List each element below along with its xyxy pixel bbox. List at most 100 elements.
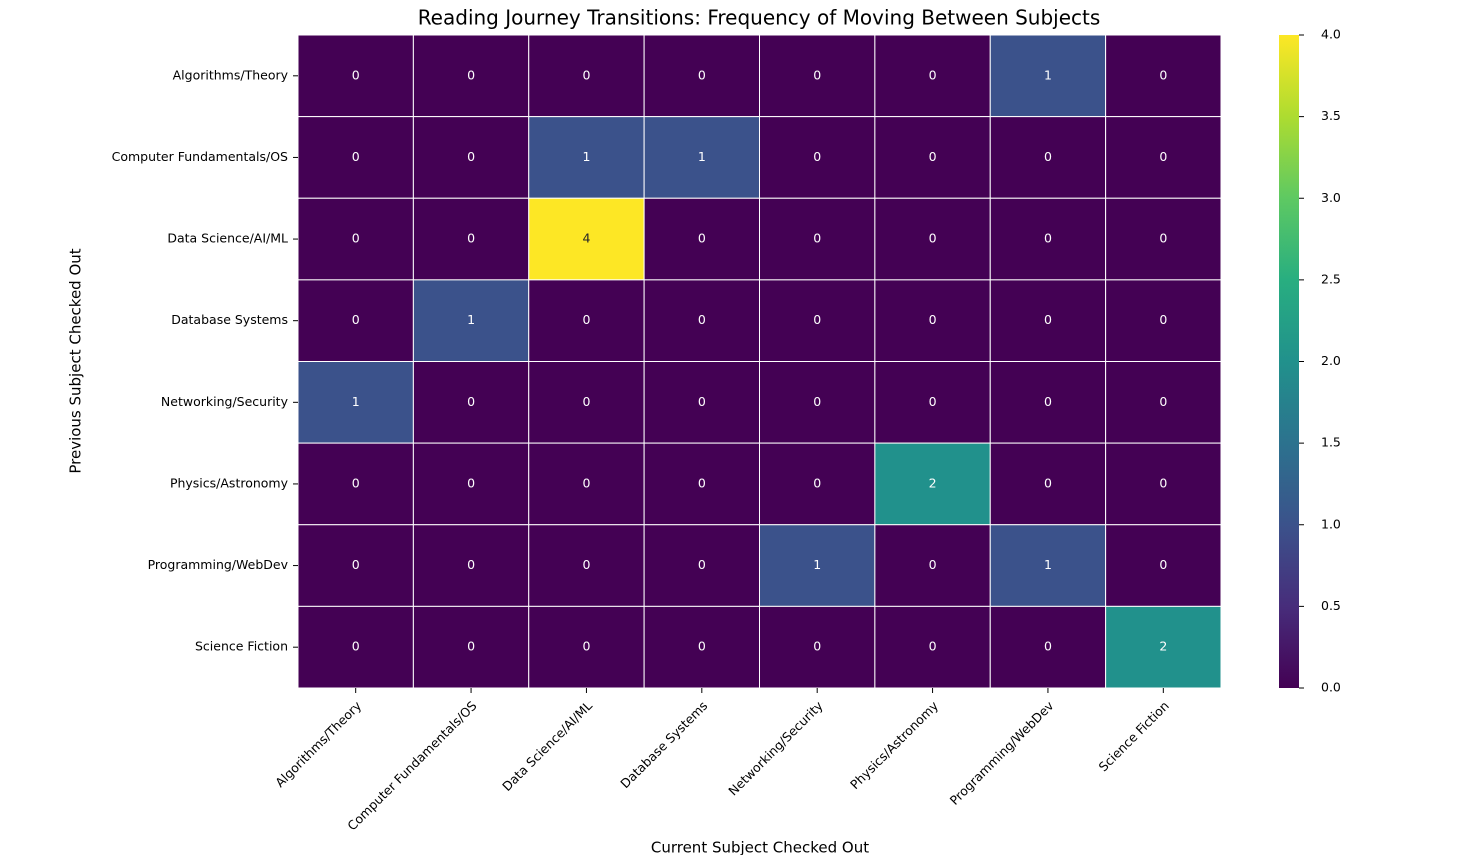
cell: [989, 442, 1107, 526]
y-tick-label: Networking/Security: [161, 394, 289, 409]
cell-label: 1: [352, 394, 360, 409]
cell-label: 0: [929, 394, 937, 409]
colorbar-tick-label: 3.5: [1321, 108, 1341, 123]
cell: [1105, 605, 1222, 689]
cell-label: 0: [1044, 231, 1052, 246]
cell: [1105, 361, 1222, 444]
cell: [528, 34, 645, 118]
cell-label: 0: [813, 639, 821, 654]
cell-label: 0: [1044, 394, 1052, 409]
cell-label: 0: [582, 639, 590, 654]
cell: [412, 116, 530, 199]
cell-label: 0: [813, 475, 821, 490]
cell: [874, 361, 991, 444]
cell-label: 0: [467, 231, 475, 246]
cell-label: 0: [1044, 312, 1052, 327]
cell: [759, 34, 876, 118]
cell-label: 0: [352, 67, 360, 82]
cell: [528, 524, 645, 607]
x-axis-label: Current Subject Checked Out: [651, 839, 869, 855]
cell-label: 0: [698, 312, 706, 327]
cell-label: 0: [467, 475, 475, 490]
cell-label: 0: [698, 67, 706, 82]
cell-label: 0: [698, 394, 706, 409]
cell: [989, 361, 1107, 444]
cell: [1105, 197, 1222, 281]
cell-label: 0: [352, 639, 360, 654]
cell-label: 0: [929, 312, 937, 327]
cell: [759, 197, 876, 281]
cell: [989, 524, 1107, 607]
cell-label: 0: [467, 557, 475, 572]
cell-label: 0: [1159, 149, 1167, 164]
cell: [989, 116, 1107, 199]
cell: [528, 361, 645, 444]
y-tick-label: Data Science/AI/ML: [167, 231, 288, 246]
cell-label: 0: [698, 475, 706, 490]
cell-label: 1: [467, 312, 475, 327]
colorbar-tick-label: 4.0: [1321, 27, 1341, 42]
cell-label: 0: [467, 639, 475, 654]
x-tick-label: Physics/Astronomy: [847, 698, 942, 793]
cell-label: 0: [698, 639, 706, 654]
cell-label: 0: [1044, 475, 1052, 490]
y-tick-label: Computer Fundamentals/OS: [112, 149, 288, 164]
colorbar-tick-label: 0.5: [1321, 598, 1341, 613]
cell-label: 2: [929, 475, 937, 490]
cell-label: 0: [582, 394, 590, 409]
cell: [528, 605, 645, 689]
cell-label: 0: [582, 67, 590, 82]
cell: [874, 34, 991, 118]
cell-label: 1: [1044, 67, 1052, 82]
cell: [1105, 442, 1222, 526]
cell-label: 0: [467, 67, 475, 82]
cell-label: 1: [1044, 557, 1052, 572]
cell-label: 0: [1044, 639, 1052, 654]
cell: [297, 524, 414, 607]
colorbar: [1279, 35, 1299, 688]
cell: [643, 34, 760, 118]
cell-label: 0: [1159, 557, 1167, 572]
cell-label: 0: [813, 394, 821, 409]
cell: [759, 361, 876, 444]
cell: [528, 279, 645, 362]
x-tick-label: Computer Fundamentals/OS: [344, 698, 479, 833]
cell-label: 0: [929, 231, 937, 246]
cell: [643, 197, 760, 281]
cell: [1105, 116, 1222, 199]
cell-label: 0: [1159, 231, 1167, 246]
cell: [412, 34, 530, 118]
cell-label: 0: [582, 312, 590, 327]
cell: [528, 442, 645, 526]
cell-label: 0: [352, 149, 360, 164]
cell: [989, 197, 1107, 281]
colorbar-tick-label: 2.0: [1321, 353, 1341, 368]
cell-label: 0: [813, 67, 821, 82]
cell: [643, 361, 760, 444]
cell-label: 0: [467, 394, 475, 409]
y-tick-label: Physics/Astronomy: [170, 475, 289, 490]
cell: [643, 279, 760, 362]
cell-label: 0: [929, 149, 937, 164]
cell: [528, 197, 645, 281]
cell: [412, 524, 530, 607]
x-tick-label: Algorithms/Theory: [272, 698, 365, 791]
x-tick-label: Programming/WebDev: [947, 698, 1057, 808]
cell-label: 0: [352, 231, 360, 246]
colorbar-tick-label: 2.5: [1321, 271, 1341, 286]
cell: [874, 524, 991, 607]
cell: [759, 279, 876, 362]
cell: [297, 34, 414, 118]
cell-label: 0: [813, 312, 821, 327]
x-tick-label: Networking/Security: [725, 698, 826, 799]
cell-label: 4: [582, 231, 590, 246]
y-tick-label: Science Fiction: [195, 639, 288, 654]
cell-label: 2: [1159, 639, 1167, 654]
cell: [1105, 524, 1222, 607]
cell-label: 0: [698, 231, 706, 246]
cell: [874, 197, 991, 281]
y-axis-label: Previous Subject Checked Out: [67, 248, 85, 473]
x-tick-label: Database Systems: [617, 698, 710, 791]
cell: [1105, 34, 1222, 118]
